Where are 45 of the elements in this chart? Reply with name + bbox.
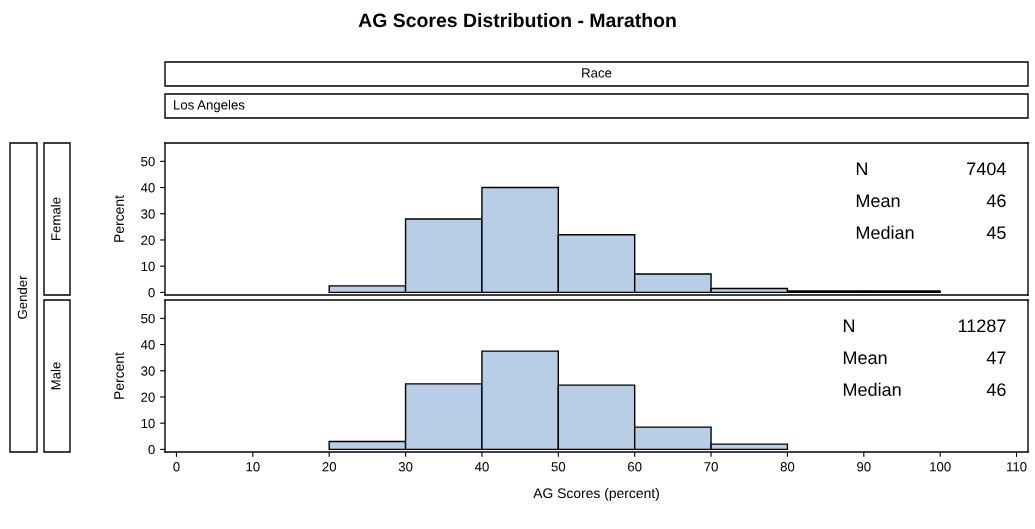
annotation: 46	[986, 194, 1006, 208]
y-tick-label: 20	[141, 235, 155, 245]
y-tick-label: 30	[141, 209, 155, 219]
y-axis-title: Percent	[114, 195, 124, 242]
y-tick-label: 0	[148, 444, 155, 455]
x-tick-label: 80	[780, 462, 795, 472]
annotation: N	[856, 162, 867, 176]
x-axis-title: AG Scores (percent)	[533, 487, 659, 501]
annotation: 7404	[967, 162, 1006, 176]
text: Female	[50, 197, 61, 240]
y-tick-label: 20	[141, 392, 155, 402]
x-tick-label: 90	[857, 462, 871, 472]
annotation: 46	[986, 383, 1006, 397]
y-axis-title: Percent	[114, 352, 124, 399]
x-tick-label: 60	[628, 462, 642, 472]
y-tick-label: 50	[141, 156, 155, 167]
y-tick-label: 40	[140, 340, 155, 350]
x-tick-label: 30	[398, 462, 413, 472]
annotation: Mean	[856, 194, 900, 208]
y-tick-label: 10	[141, 261, 155, 272]
text: Male	[50, 362, 61, 390]
annotation: 47	[986, 351, 1006, 364]
y-tick-label: 30	[141, 366, 155, 376]
chart-title: AG Scores Distribution - Marathon	[358, 12, 676, 28]
x-tick-label: 100	[930, 462, 951, 472]
y-tick-label: 0	[148, 287, 155, 298]
annotation: Median	[856, 225, 914, 240]
x-tick-label: 0	[173, 462, 180, 472]
y-tick-label: 10	[141, 418, 155, 429]
annotation: 45	[986, 226, 1006, 240]
text: Los Angeles	[174, 99, 245, 113]
annotation: Mean	[843, 351, 887, 365]
x-tick-label: 40	[474, 462, 489, 472]
annotation: N	[843, 319, 855, 333]
y-tick-label: 40	[140, 183, 155, 193]
y-tick-label: 50	[141, 313, 155, 324]
x-tick-label: 50	[551, 462, 566, 472]
text: Gender	[17, 275, 28, 319]
x-tick-label: 20	[322, 462, 337, 472]
x-tick-label: 110	[1007, 462, 1027, 472]
annotation: 11287	[958, 319, 1006, 333]
annotation: Median	[843, 382, 901, 397]
text: Race	[582, 68, 612, 78]
x-tick-label: 10	[246, 462, 260, 472]
x-tick-label: 70	[704, 462, 718, 472]
